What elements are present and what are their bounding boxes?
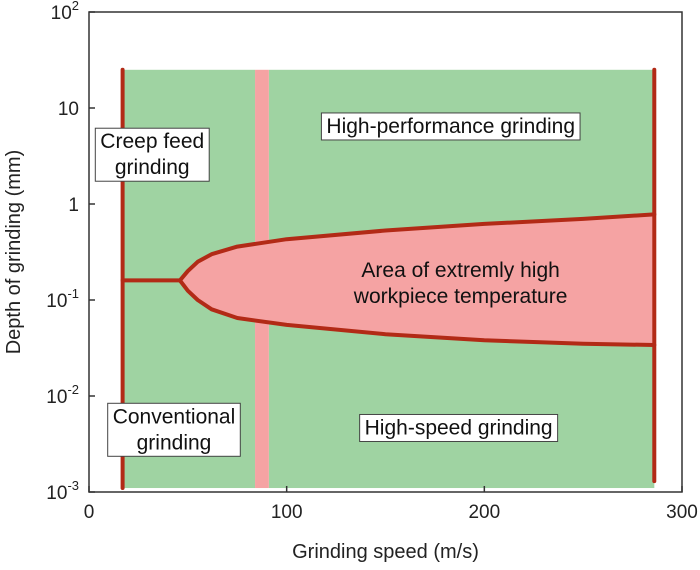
- x-tick-label: 200: [468, 502, 500, 523]
- region-label-line: High-performance grinding: [326, 115, 575, 138]
- region-label-line: Conventional: [113, 405, 236, 428]
- y-axis-title: Depth of grinding (mm): [3, 150, 25, 355]
- region-label-box: [107, 402, 241, 457]
- y-tick-label: 1: [68, 195, 79, 216]
- region-label-line: grinding: [137, 431, 212, 454]
- region-label-line: workpiece temperature: [353, 285, 568, 308]
- region-label-line: Area of extremly high: [361, 259, 559, 282]
- y-tick-label: 102: [51, 0, 79, 24]
- y-axis-ticks: 10-3 10-2 10-1 1 10 102: [46, 0, 95, 504]
- region-label-line: High-speed grinding: [365, 416, 553, 439]
- region-label-line: grinding: [115, 156, 190, 179]
- region-label-1: Creep feed grinding: [94, 127, 210, 182]
- y-tick-label: 10-1: [46, 286, 79, 312]
- plot-frame: [88, 11, 683, 493]
- region-label-3: Area of extremly high workpiece temperatu…: [353, 259, 568, 308]
- hot-region-lower-boundary: [177, 278, 657, 347]
- x-tick-label: 300: [666, 502, 698, 523]
- y-tick-label: 10: [58, 99, 79, 120]
- region-label-5: High-speed grinding: [359, 413, 559, 442]
- x-axis-title: Grinding speed (m/s): [292, 541, 479, 563]
- region-labels: Creep feed grinding High-performance grind…: [94, 112, 581, 457]
- hot-region-upper-boundary: [120, 212, 657, 283]
- x-axis-ticks: 0 100 200 300: [84, 486, 698, 523]
- y-tick-label: 10-3: [46, 478, 79, 504]
- region-label-4: Conventional grinding: [107, 402, 241, 457]
- x-tick-label: 0: [84, 502, 95, 523]
- region-label-box: [320, 112, 581, 141]
- hot-region-area: [179, 214, 655, 345]
- region-label-line: Creep feed: [100, 130, 204, 153]
- region-label-box: [94, 127, 210, 182]
- x-tick-label: 100: [271, 502, 303, 523]
- region-label-2: High-performance grinding: [320, 112, 581, 141]
- y-tick-label: 10-2: [46, 382, 79, 408]
- region-label-box: [359, 413, 559, 442]
